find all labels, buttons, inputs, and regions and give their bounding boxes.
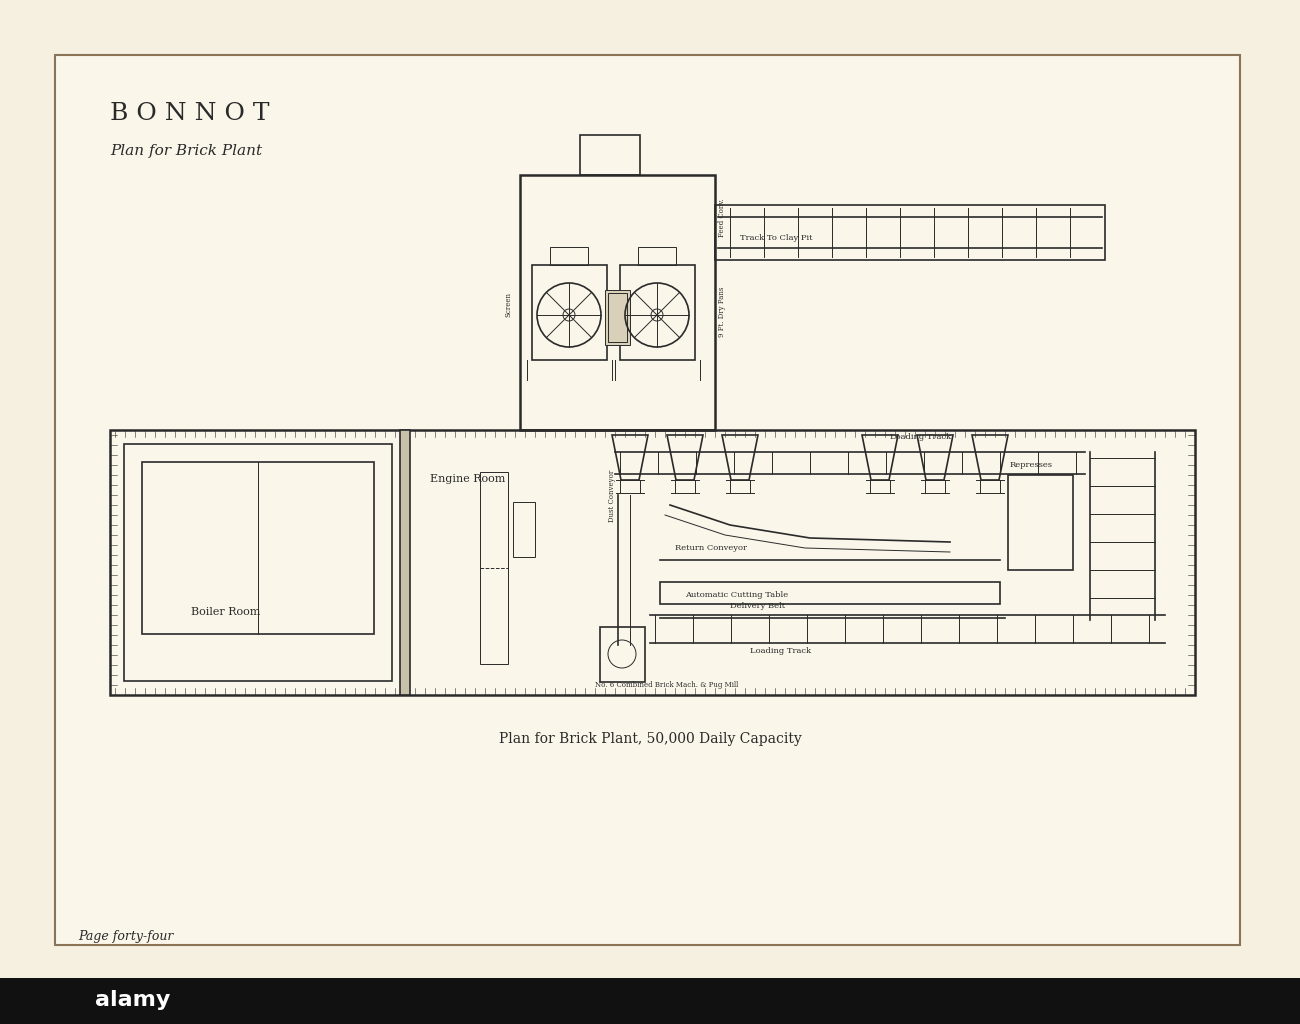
Text: 9 Ft. Dry Pans: 9 Ft. Dry Pans: [718, 287, 725, 337]
Text: Engine Room: Engine Room: [430, 474, 506, 484]
Text: Track To Clay Pit: Track To Clay Pit: [740, 234, 812, 242]
Text: alamy: alamy: [95, 990, 170, 1010]
Text: Loading Track: Loading Track: [891, 433, 952, 441]
Text: Feed Conv.: Feed Conv.: [718, 199, 725, 237]
Text: Screen: Screen: [504, 292, 512, 317]
Bar: [660, 582, 1000, 604]
Bar: [638, 247, 676, 265]
Text: Plan for Brick Plant: Plan for Brick Plant: [111, 144, 263, 158]
Bar: [142, 462, 374, 634]
Text: Plan for Brick Plant, 50,000 Daily Capacity: Plan for Brick Plant, 50,000 Daily Capac…: [499, 732, 801, 746]
Bar: [480, 472, 508, 664]
Bar: [580, 135, 640, 175]
Text: Boiler Room: Boiler Room: [191, 606, 260, 616]
Bar: [608, 293, 627, 342]
Bar: [111, 430, 1195, 695]
Text: Page forty-four: Page forty-four: [78, 930, 173, 943]
Text: Automatic Cutting Table: Automatic Cutting Table: [685, 591, 788, 599]
Bar: [620, 265, 696, 360]
Text: Dust Conveyor: Dust Conveyor: [608, 470, 616, 522]
Bar: [0, 978, 1300, 1024]
Bar: [532, 265, 607, 360]
Bar: [601, 627, 645, 682]
Bar: [550, 247, 588, 265]
Text: Delivery Belt: Delivery Belt: [731, 602, 785, 610]
Bar: [55, 55, 1240, 945]
Text: Return Conveyor: Return Conveyor: [675, 544, 748, 552]
Bar: [520, 175, 715, 430]
Bar: [400, 430, 410, 695]
Text: B O N N O T: B O N N O T: [111, 102, 269, 125]
Bar: [514, 502, 536, 557]
Text: No. 6 Combined Brick Mach. & Pug Mill: No. 6 Combined Brick Mach. & Pug Mill: [595, 681, 738, 689]
Bar: [124, 444, 393, 681]
Text: Represses: Represses: [1010, 461, 1053, 469]
Bar: [715, 205, 1105, 260]
Bar: [1008, 475, 1072, 570]
Text: Loading Track: Loading Track: [750, 647, 811, 655]
Bar: [604, 290, 630, 345]
